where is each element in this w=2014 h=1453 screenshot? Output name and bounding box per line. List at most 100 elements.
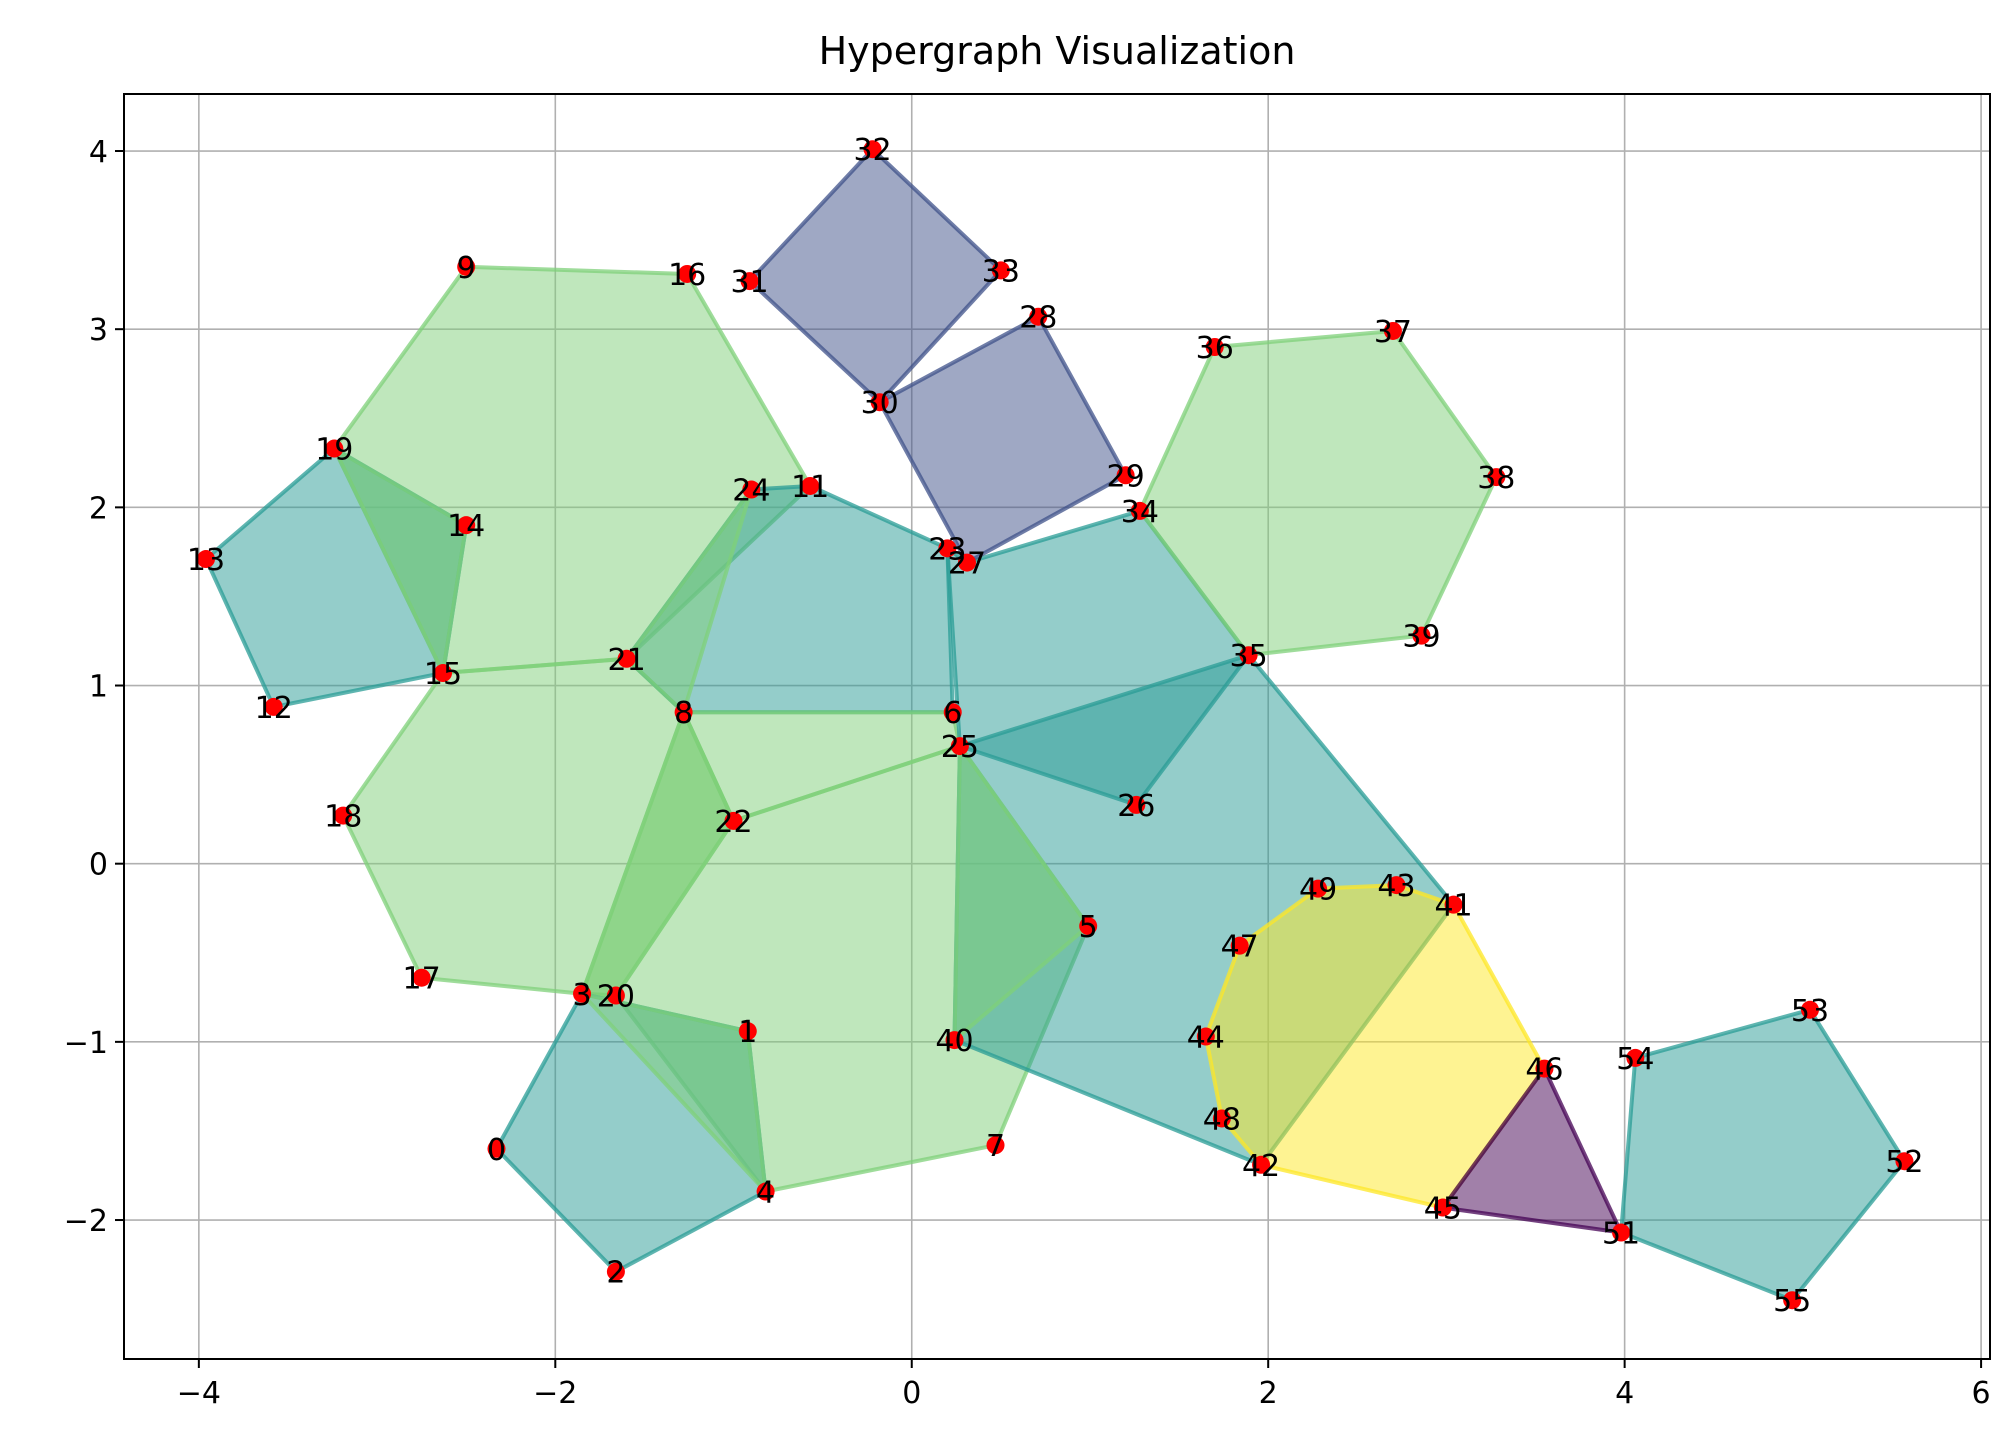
node-label: 44 (1187, 1021, 1225, 1056)
node-label: 21 (607, 643, 645, 678)
hyperedge-polygon (1440, 1066, 1624, 1235)
node-point (606, 986, 625, 1005)
node-point (325, 439, 344, 458)
node-point (573, 984, 592, 1003)
node-label: 2 (606, 1256, 625, 1291)
node-label: 27 (948, 547, 986, 582)
node-point (945, 1031, 964, 1050)
node-label: 24 (732, 474, 770, 509)
node-point (738, 1022, 757, 1041)
node-label: 46 (1525, 1053, 1563, 1088)
node-label: 31 (730, 265, 768, 300)
node-point (801, 476, 820, 495)
node-label: 14 (447, 509, 485, 544)
node-point (487, 1139, 506, 1158)
node-label: 30 (861, 386, 899, 421)
x-tick-label: 2 (1259, 1376, 1278, 1411)
node-label: 0 (487, 1133, 506, 1168)
y-tick-label: 2 (89, 491, 108, 526)
node-point (457, 257, 476, 276)
axes-frame (123, 93, 1991, 1360)
node-point (724, 811, 743, 830)
node-point (863, 140, 882, 159)
x-tick-label: 6 (1972, 1376, 1991, 1411)
node-point (606, 1262, 625, 1281)
node-point (678, 264, 697, 283)
hyperedge-polygon (952, 744, 1091, 1043)
node-point (196, 550, 215, 569)
node-label: 5 (1079, 910, 1098, 945)
node-label: 8 (674, 696, 693, 731)
node-label: 9 (457, 251, 476, 286)
node-point (1029, 307, 1048, 326)
node-label: 34 (1121, 495, 1159, 530)
node-point (1800, 1000, 1819, 1019)
node-point (957, 553, 976, 572)
node-label: 3 (572, 978, 591, 1013)
node-point (1239, 646, 1258, 665)
node-label: 52 (1885, 1145, 1923, 1180)
node-point (1130, 501, 1149, 520)
node-point (991, 261, 1010, 280)
node-label: 42 (1242, 1149, 1280, 1184)
y-tick-label: −1 (64, 1026, 108, 1061)
y-tick-label: 4 (89, 135, 108, 170)
node-point (1626, 1048, 1645, 1067)
node-label: 1 (738, 1015, 757, 1050)
node-point (1127, 795, 1146, 814)
hyperedge-polygon (957, 653, 1251, 807)
node-label: 35 (1229, 639, 1267, 674)
node-label: 40 (935, 1024, 973, 1059)
node-point (1535, 1059, 1554, 1078)
node-point (1212, 1109, 1231, 1128)
node-label: 53 (1791, 994, 1829, 1029)
node-label: 49 (1299, 873, 1337, 908)
node-point (986, 1136, 1005, 1155)
node-point (742, 480, 761, 499)
node-point (617, 649, 636, 668)
node-label: 36 (1196, 331, 1234, 366)
node-point (1196, 1027, 1215, 1046)
node-label: 22 (714, 805, 752, 840)
node-point (1079, 917, 1098, 936)
node-point (1205, 338, 1224, 356)
hyperedges (204, 147, 1907, 1303)
node-label: 55 (1773, 1284, 1811, 1319)
node-point (1433, 1198, 1452, 1217)
node-labels: 0123456789111213141516171819202122232425… (187, 133, 1924, 1319)
node-label: 43 (1377, 869, 1415, 904)
x-tick-label: 4 (1615, 1376, 1634, 1411)
node-point (938, 539, 957, 558)
node-point (950, 737, 969, 756)
node-label: 6 (943, 696, 962, 731)
node-label: 19 (315, 433, 353, 468)
node-point (1612, 1223, 1631, 1242)
node-label: 32 (853, 133, 891, 168)
node-label: 20 (597, 980, 635, 1015)
node-label: 16 (668, 258, 706, 293)
node-point (1487, 468, 1506, 487)
node-label: 48 (1203, 1102, 1241, 1137)
node-label: 23 (928, 532, 966, 567)
node-point (1230, 936, 1249, 955)
node-point (457, 516, 476, 535)
node-point (1383, 321, 1402, 340)
node-point (1895, 1152, 1914, 1171)
node-label: 38 (1477, 461, 1515, 496)
hyperedge-polygon (624, 487, 754, 715)
chart-title: Hypergraph Visualization (819, 29, 1296, 73)
node-label: 15 (424, 657, 462, 692)
node-label: 7 (986, 1129, 1005, 1164)
node-label: 12 (255, 691, 293, 726)
node-point (264, 697, 283, 716)
node-label: 25 (941, 730, 979, 765)
node-point (943, 703, 962, 722)
node-point (1412, 626, 1431, 645)
node-label: 45 (1424, 1192, 1462, 1227)
node-point (674, 703, 693, 722)
node-label: 28 (1019, 301, 1057, 336)
node-label: 17 (403, 962, 441, 997)
hyperedge-polygon (332, 446, 469, 675)
